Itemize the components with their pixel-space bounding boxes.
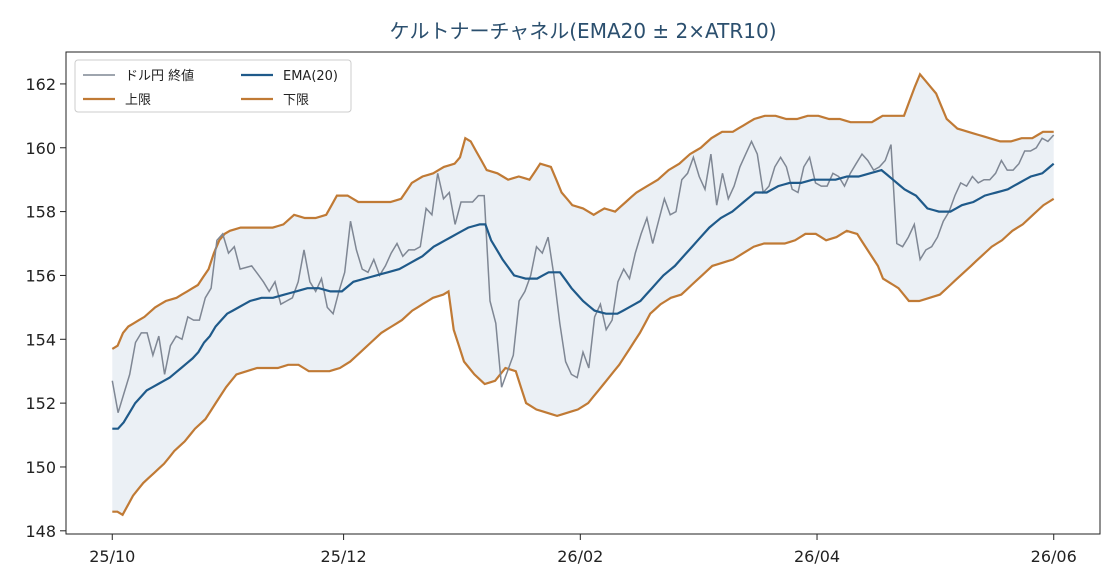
series-lower-line: [112, 197, 1055, 517]
series-close-line: [111, 134, 1055, 413]
y-tick-label: 154: [25, 330, 56, 349]
x-tick-label: 26/02: [557, 547, 603, 566]
x-tick-label: 26/06: [1031, 547, 1077, 566]
y-tick-label: 152: [25, 394, 56, 413]
legend: ドル円 終値 EMA(20) 上限 下限: [74, 59, 352, 113]
channel-fill: [112, 74, 1054, 515]
legend-label-close: ドル円 終値: [125, 68, 194, 84]
series-upper-line: [111, 72, 1054, 350]
legend-label-upper: 上限: [125, 93, 151, 108]
x-tick-label: 25/12: [321, 547, 367, 566]
legend-label-ema: EMA(20): [283, 69, 338, 84]
y-tick-label: 158: [25, 203, 56, 222]
y-tick-label: 148: [25, 522, 56, 541]
legend-box: [74, 59, 352, 113]
y-tick-label: 156: [25, 266, 56, 285]
x-tick-label: 25/10: [89, 547, 135, 566]
chart-title: ケルトナーチャネル(EMA20 ± 2×ATR10): [389, 19, 776, 43]
plot-frame: [65, 51, 1101, 535]
legend-label-lower: 下限: [283, 93, 309, 108]
y-tick-label: 162: [25, 75, 56, 94]
plot-area: [111, 72, 1055, 517]
y-tick-label: 160: [25, 139, 56, 158]
axes: 148 150 152 154 156 158 160 162 25/10 25/12 26/02 2…: [25, 51, 1101, 566]
series-ema-line: [112, 162, 1055, 430]
y-tick-label: 150: [25, 458, 56, 477]
x-tick-label: 26/04: [794, 547, 840, 566]
